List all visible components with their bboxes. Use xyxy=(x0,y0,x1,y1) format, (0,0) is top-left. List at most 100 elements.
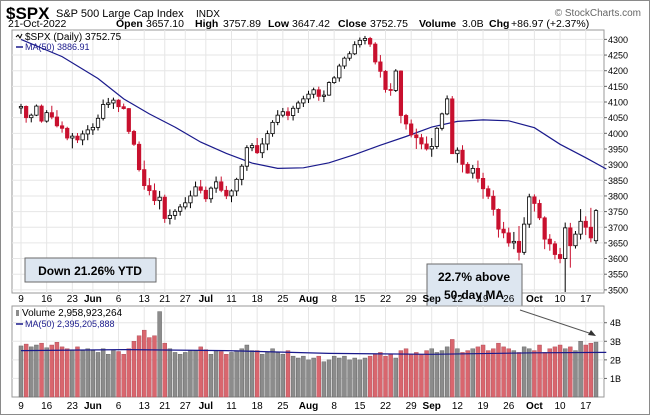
volume-bar xyxy=(537,344,542,398)
candle-body xyxy=(54,116,60,127)
candle-body xyxy=(224,189,229,197)
volume-bar xyxy=(234,350,239,398)
candle-body xyxy=(131,131,137,145)
x-top-tick-label: Jul xyxy=(199,294,214,305)
candle-body xyxy=(445,98,450,115)
candle-body xyxy=(588,226,593,239)
x-top-tick-label: 8 xyxy=(331,294,337,305)
price-tick-label: 3650 xyxy=(608,238,628,248)
volume-value: 3.0B xyxy=(462,18,484,30)
x-top-tick-label: 22 xyxy=(380,294,392,305)
volume-bar xyxy=(29,346,34,398)
volume-label: Volume xyxy=(419,18,456,30)
volume-bar xyxy=(383,355,388,398)
volume-bar xyxy=(106,354,111,398)
candle-body xyxy=(321,94,327,97)
volume-bar xyxy=(136,335,142,398)
candle-body xyxy=(90,126,95,131)
volume-bar xyxy=(475,346,481,398)
candle-body xyxy=(121,106,126,109)
volume-bar xyxy=(54,342,60,398)
price-tick-label: 3600 xyxy=(608,254,628,264)
volume-bar xyxy=(44,347,49,398)
volume-bar xyxy=(460,352,465,398)
low-label: Low xyxy=(268,18,290,30)
candle-body xyxy=(142,169,147,187)
volume-bar xyxy=(465,350,470,398)
candle-body xyxy=(285,111,291,116)
candle-body xyxy=(280,111,285,116)
candle-body xyxy=(347,53,352,59)
volume-bar xyxy=(301,355,306,398)
x-bottom-tick-label: 25 xyxy=(277,401,289,412)
candle-body xyxy=(18,105,24,109)
candle-body xyxy=(85,129,90,135)
volume-bar xyxy=(290,355,296,398)
high-value: 3757.89 xyxy=(223,18,261,30)
ytd-text: Down 21.26% YTD xyxy=(38,264,142,278)
volume-bar xyxy=(244,344,250,398)
x-top-tick-label: 18 xyxy=(252,294,264,305)
volume-tick-label: 3B xyxy=(610,337,621,347)
callout-arrow-line xyxy=(519,309,593,335)
candle-body xyxy=(434,127,439,147)
volume-bar xyxy=(455,348,460,398)
x-bottom-tick-label: 13 xyxy=(139,401,151,412)
candle-body xyxy=(147,185,152,192)
close-label: Close xyxy=(338,18,367,30)
volume-bar xyxy=(162,342,167,398)
candle-body xyxy=(393,70,398,91)
volume-bar xyxy=(265,352,270,398)
x-top-tick-label: Jun xyxy=(84,294,102,305)
volume-bar xyxy=(414,352,419,398)
price-tick-label: 4250 xyxy=(608,51,628,61)
price-tick-label: 4050 xyxy=(608,113,628,123)
x-bottom-tick-label: Sep xyxy=(423,401,441,412)
candle-body xyxy=(357,39,362,46)
candle-body xyxy=(409,123,414,136)
candle-body xyxy=(491,195,496,210)
open-label: Open xyxy=(116,18,143,30)
x-bottom-tick-label: Jun xyxy=(84,401,102,412)
candle-body xyxy=(39,105,44,122)
price-legend: $SPX (Daily) 3752.75 MA(50) 3886.91 xyxy=(15,32,122,52)
candle-body xyxy=(126,108,131,132)
price-axis: 3500 3550 3600 3650 3700 3750 3800 3850 3900 3950… xyxy=(604,35,628,295)
price-tick-label: 3750 xyxy=(608,207,628,217)
x-bottom-tick-label: 6 xyxy=(116,401,122,412)
volume-bar xyxy=(80,350,85,398)
volume-bar xyxy=(39,342,44,398)
x-top-tick-label: Oct xyxy=(526,294,543,305)
volume-bar xyxy=(219,351,224,398)
candle-body xyxy=(234,178,239,192)
volume-bar xyxy=(239,348,244,398)
x-top-tick-label: 13 xyxy=(139,294,151,305)
volume-bar xyxy=(85,348,90,398)
volume-bar xyxy=(280,354,286,398)
candle-body xyxy=(208,187,214,200)
x-bottom-tick-label: 23 xyxy=(67,401,79,412)
candle-body xyxy=(275,114,280,123)
volume-bar xyxy=(378,352,383,398)
price-tick-label: 4200 xyxy=(608,66,628,76)
volume-bar xyxy=(59,346,65,398)
volume-bar xyxy=(578,341,583,398)
x-bottom-tick-label: 27 xyxy=(180,401,192,412)
candle-body xyxy=(486,188,491,197)
volume-bar xyxy=(65,348,70,398)
volume-bar xyxy=(439,350,445,398)
volume-bar xyxy=(111,350,116,398)
volume-bar xyxy=(403,348,409,398)
x-top-tick-label: 16 xyxy=(41,294,53,305)
volume-bar xyxy=(100,348,106,398)
watermark: © StockCharts.com xyxy=(555,8,641,19)
candle-body xyxy=(34,105,39,116)
candle-body xyxy=(439,113,445,129)
candle-body xyxy=(337,65,342,79)
volume-bar xyxy=(419,354,424,398)
x-bottom-tick-label: 22 xyxy=(380,401,392,412)
volume-bar xyxy=(249,350,255,398)
x-top-tick-label: 19 xyxy=(477,294,489,305)
date-label: 21-Oct-2022 xyxy=(8,18,67,30)
candle-body xyxy=(403,115,409,125)
